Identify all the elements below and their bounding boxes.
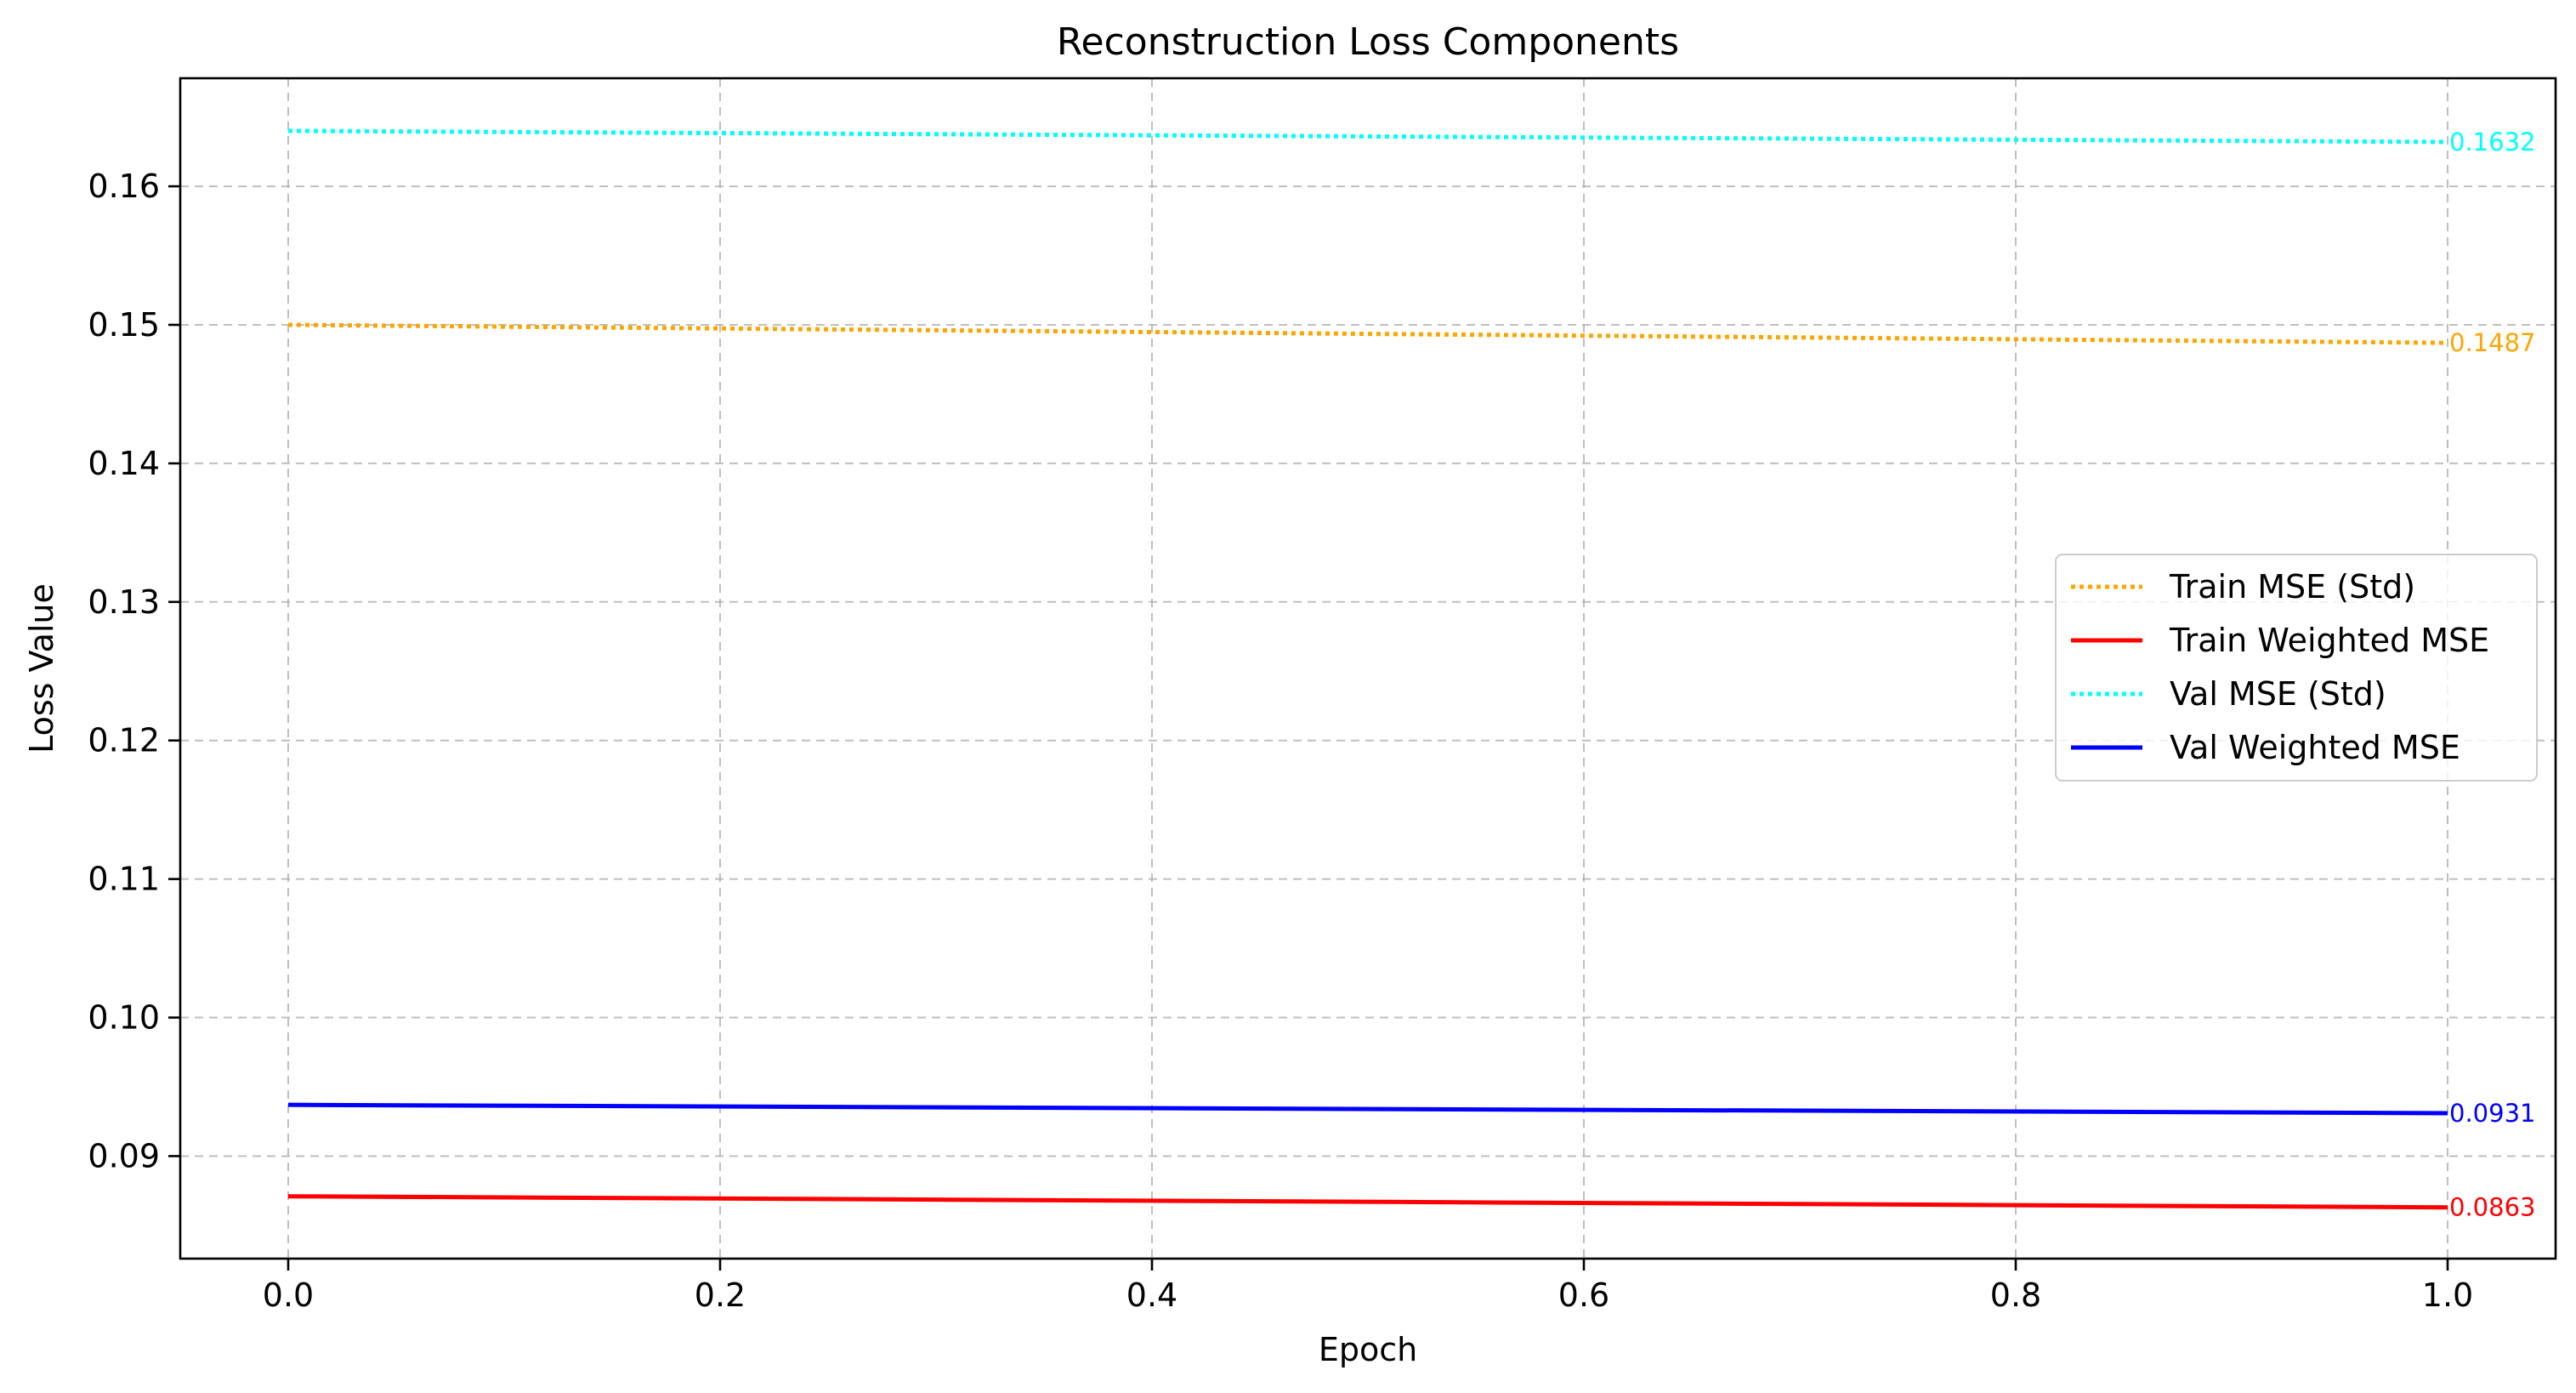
- series-end-label: 0.0863: [2449, 1193, 2535, 1222]
- series-line-4: [287, 1102, 2448, 1116]
- y-tick-label: 0.14: [88, 445, 160, 482]
- x-tick-label: 0.8: [1990, 1276, 2041, 1314]
- grid: [180, 78, 2556, 1259]
- legend: Train MSE (Std) Train Weighted MSE Val MSE…: [2055, 554, 2538, 782]
- legend-box: [2055, 554, 2538, 782]
- y-tick-label: 0.16: [88, 168, 160, 205]
- x-axis-label: Epoch: [1319, 1331, 1417, 1368]
- legend-label: Val MSE (Std): [2170, 675, 2386, 713]
- y-tick-label: 0.12: [88, 722, 160, 759]
- series-line-3: [287, 128, 2448, 145]
- series-line-1: [287, 322, 2448, 345]
- legend-label: Train MSE (Std): [2169, 568, 2415, 606]
- plot-frame: [179, 77, 2557, 1260]
- y-tick-label: 0.15: [88, 306, 160, 344]
- series-end-label: 0.1632: [2449, 128, 2535, 156]
- x-tick-label: 1.0: [2422, 1276, 2473, 1314]
- y-tick-label: 0.09: [88, 1137, 160, 1174]
- x-tick-label: 0.4: [1126, 1276, 1177, 1314]
- chart-title: Reconstruction Loss Components: [1057, 20, 1679, 64]
- series-line-2: [287, 1194, 2448, 1210]
- x-tick-label: 0.0: [263, 1276, 314, 1314]
- y-tick-label: 0.11: [88, 861, 160, 898]
- legend-label: Train Weighted MSE: [2169, 622, 2489, 659]
- x-tick-label: 0.2: [695, 1276, 746, 1314]
- y-tick-label: 0.10: [88, 999, 160, 1037]
- series-end-label: 0.1487: [2449, 328, 2535, 357]
- y-tick-label: 0.13: [88, 583, 160, 621]
- axis-ticks: 0.0 0.2 0.4 0.6 0.8 1.0 0.09 0.10 0.11 0.12 0.13 0.…: [88, 168, 2473, 1314]
- series-end-label: 0.0931: [2449, 1099, 2535, 1128]
- legend-label: Val Weighted MSE: [2170, 729, 2460, 766]
- end-value-labels: 0.1487 0.0863 0.1632 0.0931: [2449, 128, 2535, 1222]
- y-axis-label: Loss Value: [23, 583, 60, 753]
- series-lines: [287, 128, 2448, 1210]
- x-tick-label: 0.6: [1558, 1276, 1609, 1314]
